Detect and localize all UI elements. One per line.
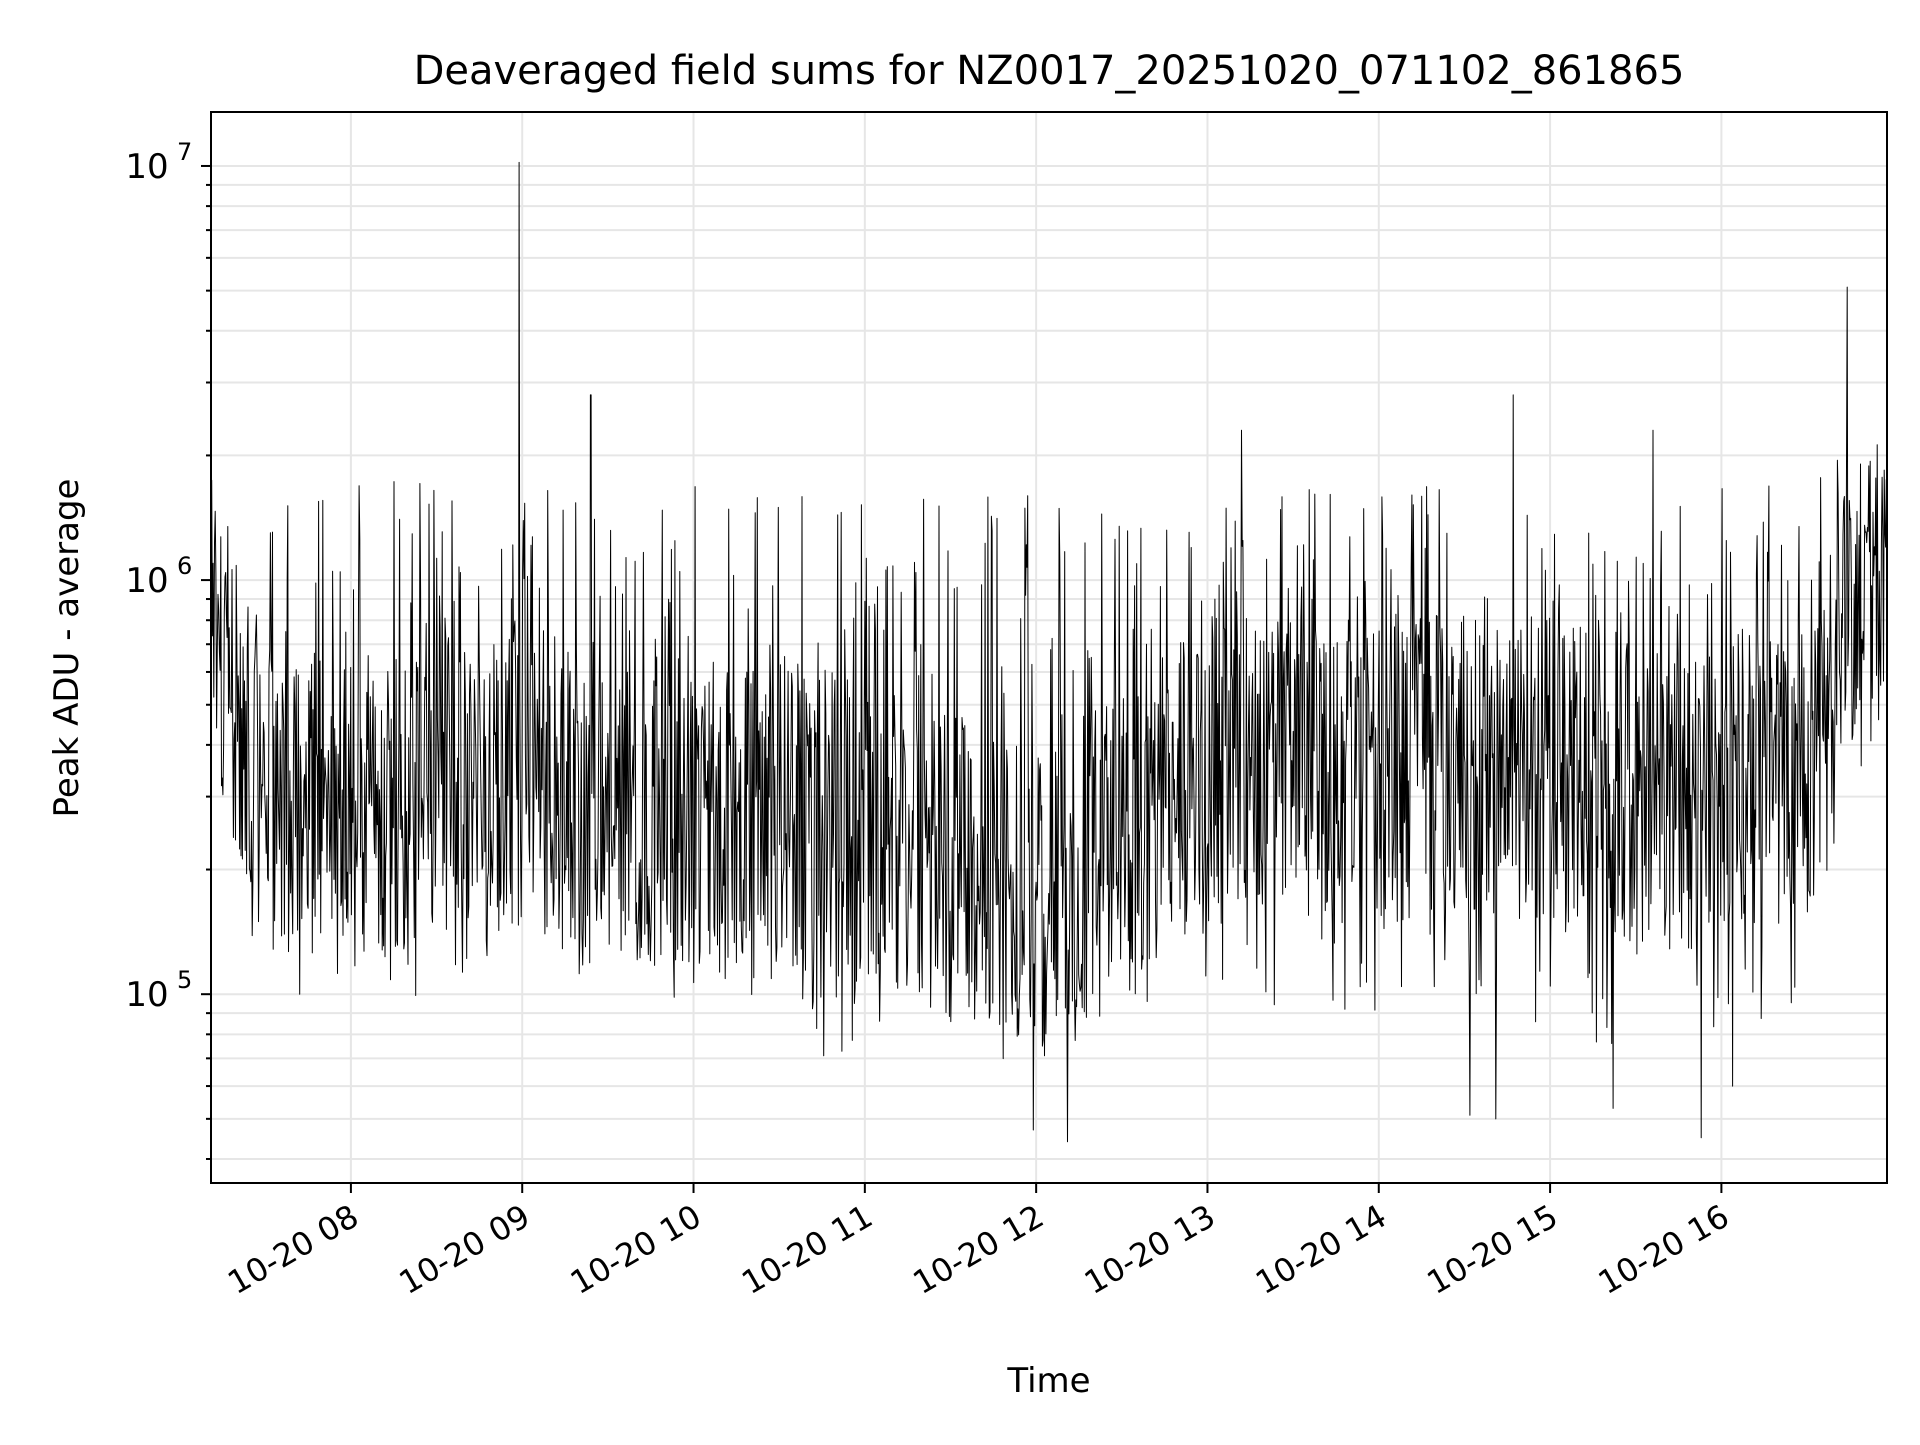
- x-axis-label: Time: [1006, 1361, 1090, 1401]
- y-tick-exponent: 5: [177, 966, 192, 994]
- y-tick-label: 10: [125, 147, 168, 187]
- grid: [211, 112, 1887, 1183]
- plot-area-frame: [210, 111, 1888, 1184]
- data-series: [210, 161, 1888, 1143]
- y-axis-label: Peak ADU - average: [47, 479, 87, 818]
- y-tick-exponent: 7: [177, 138, 192, 166]
- y-tick-label: 10: [125, 975, 168, 1015]
- chart-title: Deaveraged field sums for NZ0017_2025102…: [414, 48, 1685, 94]
- y-tick-label: 10: [125, 561, 168, 601]
- y-tick-exponent: 6: [177, 552, 192, 580]
- series-line: [210, 161, 1888, 1143]
